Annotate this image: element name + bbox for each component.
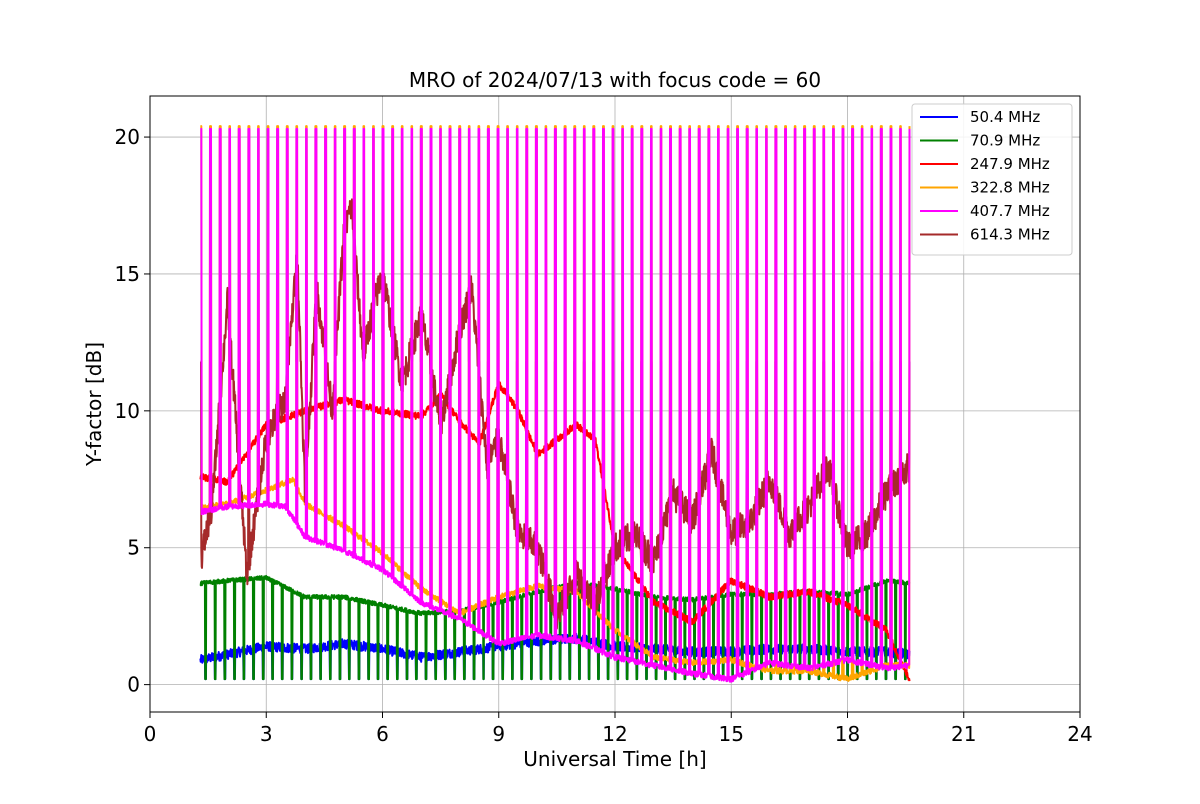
x-tick-label: 12 [602, 722, 627, 746]
x-tick-label: 9 [492, 722, 505, 746]
legend-label: 322.8 MHz [970, 179, 1050, 197]
x-tick-label: 0 [144, 722, 157, 746]
x-axis-label: Universal Time [h] [523, 747, 706, 771]
legend-label: 614.3 MHz [970, 226, 1050, 244]
legend-label: 50.4 MHz [970, 108, 1040, 126]
x-tick-label: 15 [719, 722, 744, 746]
series-line [199, 125, 911, 682]
legend-label: 247.9 MHz [970, 155, 1050, 173]
legend-box [911, 103, 1073, 256]
series-layer [199, 125, 911, 683]
y-tick-label: 20 [115, 125, 140, 149]
y-tick-label: 0 [127, 673, 140, 697]
x-tick-label: 3 [260, 722, 273, 746]
y-tick-label: 5 [127, 536, 140, 560]
legend-label: 407.7 MHz [970, 202, 1050, 220]
ticks-layer: 0 3 6 9 12 15 18 21 24 0 5 10 15 20 [115, 125, 1093, 746]
y-axis-label: Y-factor [dB] [82, 342, 106, 467]
x-tick-label: 24 [1067, 722, 1092, 746]
chart-title: MRO of 2024/07/13 with focus code = 60 [409, 68, 821, 92]
x-tick-label: 6 [376, 722, 389, 746]
y-tick-label: 10 [115, 399, 140, 423]
legend-label: 70.9 MHz [970, 132, 1040, 150]
series-line [199, 127, 911, 683]
x-tick-label: 18 [835, 722, 860, 746]
y-tick-label: 15 [115, 262, 140, 286]
legend: 50.4 MHz 70.9 MHz 247.9 MHz 322.8 MHz 407.7… [911, 103, 1073, 256]
legend-entries: 50.4 MHz 70.9 MHz 247.9 MHz 322.8 MHz 407.7… [920, 108, 1050, 244]
x-tick-label: 21 [951, 722, 976, 746]
